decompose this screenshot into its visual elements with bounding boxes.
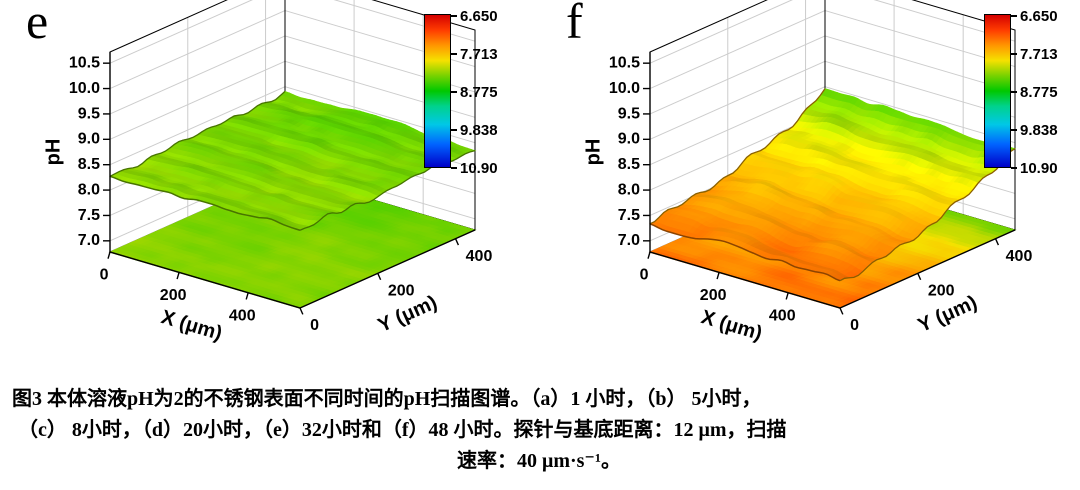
caption-line-3: 速率：40 μm·s⁻¹。 [456,450,621,472]
figure-panels: e 6.650 7.713 8.775 9.838 10.90 f [0,0,1080,372]
colorbar-tickmarks-e [451,15,457,169]
colorbar-labels-e: 6.650 7.713 8.775 9.838 10.90 [460,8,508,177]
colorbar-e: 6.650 7.713 8.775 9.838 10.90 [424,8,508,177]
panel-label-f: f [566,0,583,49]
colorbar-labels-f: 6.650 7.713 8.775 9.838 10.90 [1020,8,1068,177]
panel-f: f 6.650 7.713 8.775 9.838 10.90 [540,0,1080,372]
panel-e: e 6.650 7.713 8.775 9.838 10.90 [0,0,540,372]
colorbar-gradient-e [424,14,451,168]
colorbar-label: 9.838 [1020,122,1058,139]
colorbar-f: 6.650 7.713 8.775 9.838 10.90 [984,8,1068,177]
colorbar-label: 10.90 [1020,160,1058,177]
panel-label-e: e [26,0,49,49]
colorbar-tickmarks-f [1011,15,1017,169]
colorbar-label: 7.713 [1020,46,1058,63]
colorbar-label: 6.650 [460,8,497,25]
colorbar-label: 9.838 [460,122,497,139]
colorbar-label: 10.90 [460,160,497,177]
colorbar-label: 7.713 [460,46,497,63]
colorbar-gradient-f [984,14,1011,168]
colorbar-label: 8.775 [1020,84,1058,101]
figure-caption: 图3 本体溶液pH为2的不锈钢表面不同时间的pH扫描图谱。（a）1 小时，（b）… [0,372,1080,477]
caption-line-2: （c） 8小时，（d）20小时，（e）32小时和（f）48 小时。探针与基底距离… [18,419,787,441]
colorbar-label: 6.650 [1020,8,1058,25]
figure-page: e 6.650 7.713 8.775 9.838 10.90 f [0,0,1080,477]
colorbar-label: 8.775 [460,84,497,101]
caption-line-1: 图3 本体溶液pH为2的不锈钢表面不同时间的pH扫描图谱。（a）1 小时，（b）… [12,388,762,410]
